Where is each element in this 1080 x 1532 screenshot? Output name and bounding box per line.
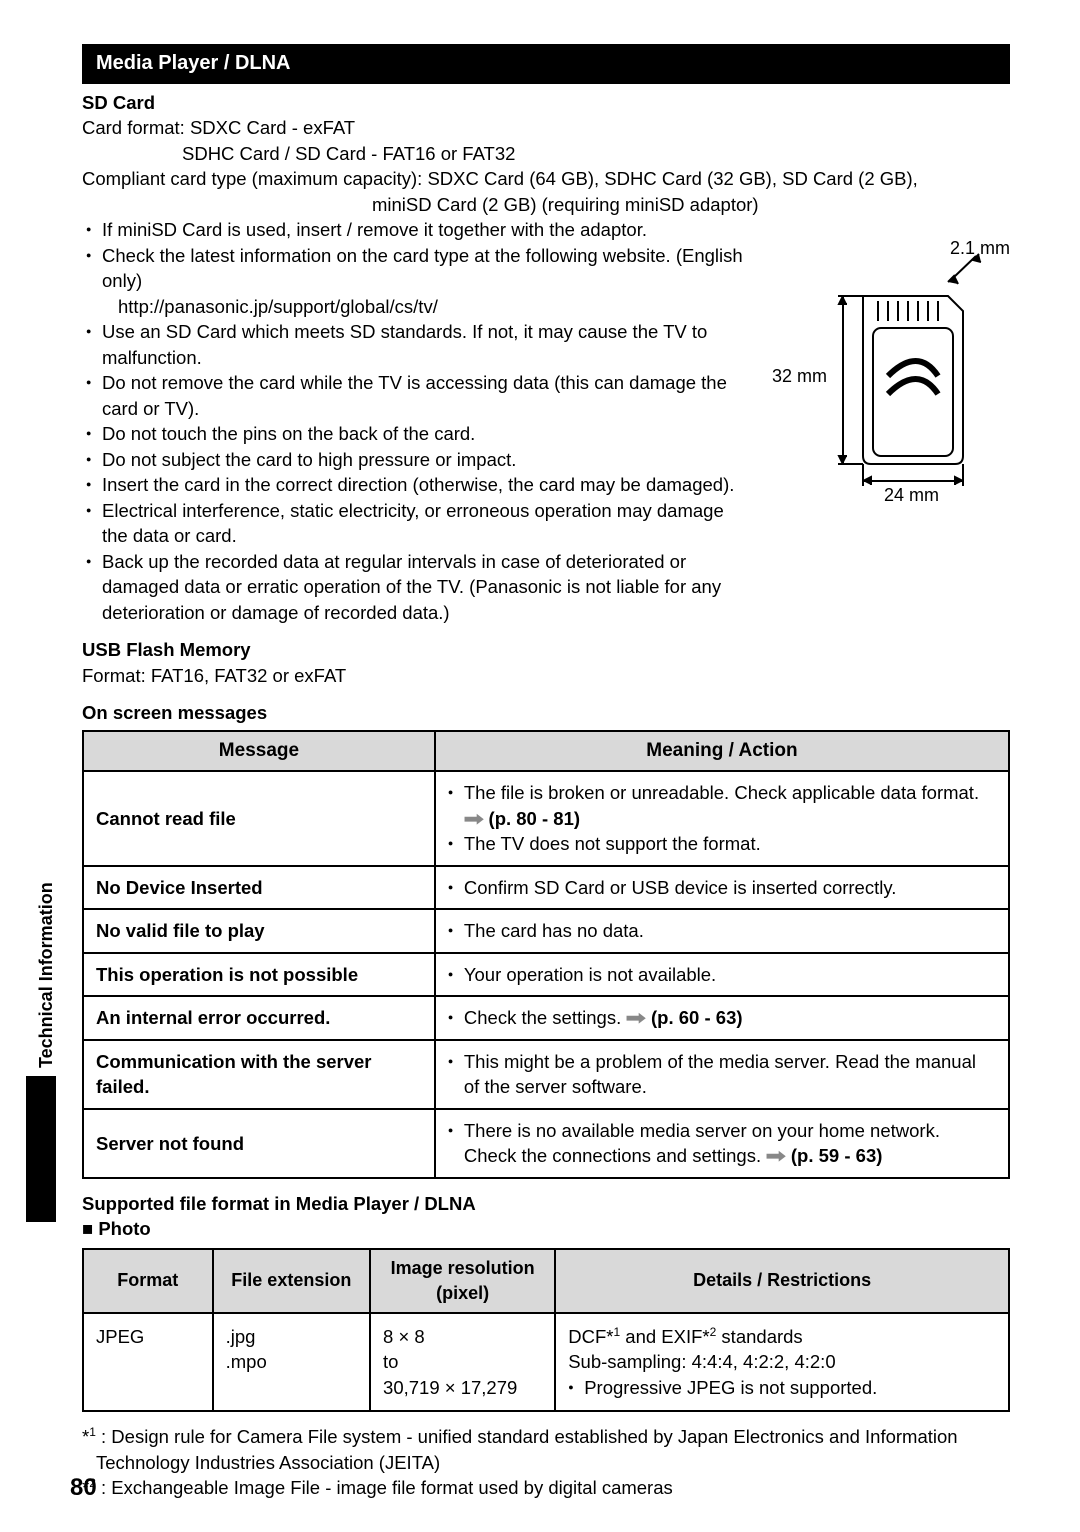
msg-cell: Cannot read file	[83, 771, 435, 866]
side-label: Technical Information	[34, 882, 59, 1068]
usb-title: USB Flash Memory	[82, 637, 1010, 663]
col-details: Details / Restrictions	[555, 1249, 1009, 1313]
msg-cell: This operation is not possible	[83, 953, 435, 997]
table-row: Communication with the server failed. Th…	[83, 1040, 1009, 1109]
bullet-url: http://panasonic.jp/support/global/cs/tv…	[102, 296, 438, 317]
arrow-icon: ➡	[464, 806, 484, 832]
table-row: This operation is not possible Your oper…	[83, 953, 1009, 997]
fmt-format: JPEG	[83, 1313, 213, 1412]
meaning-cell: The card has no data.	[435, 909, 1009, 953]
d1c: standards	[716, 1326, 802, 1347]
messages-title: On screen messages	[82, 700, 1010, 726]
bullet-item: Insert the card in the correct direction…	[86, 472, 752, 498]
meaning-text: The TV does not support the format.	[448, 831, 996, 857]
bullet-item: Do not subject the card to high pressure…	[86, 447, 752, 473]
bullet-item: If miniSD Card is used, insert / remove …	[86, 217, 752, 243]
meaning-text: The file is broken or unreadable. Check …	[464, 782, 979, 803]
bullet-item: Check the latest information on the card…	[86, 243, 752, 320]
meaning-cell: This might be a problem of the media ser…	[435, 1040, 1009, 1109]
col-res-b: (pixel)	[436, 1283, 489, 1303]
arrow-icon: ➡	[626, 1005, 646, 1031]
page-number: 80	[70, 1471, 97, 1504]
d1b: and EXIF*	[620, 1326, 709, 1347]
usb-line: Format: FAT16, FAT32 or exFAT	[82, 663, 1010, 689]
sdcard-line1: Card format: SDXC Card - exFAT	[82, 115, 1010, 141]
bullet-text: Check the latest information on the card…	[102, 245, 743, 292]
dim-height: 32 mm	[772, 364, 827, 389]
res2: to	[383, 1351, 398, 1372]
bullet-item: Do not remove the card while the TV is a…	[86, 370, 752, 421]
footnote1-text: : Design rule for Camera File system - u…	[96, 1426, 958, 1473]
dim-width: 24 mm	[884, 483, 939, 508]
formats-table: Format File extension Image resolution (p…	[82, 1248, 1010, 1412]
msg-cell: No Device Inserted	[83, 866, 435, 910]
sdcard-bullets: If miniSD Card is used, insert / remove …	[82, 217, 752, 625]
meaning-text: Your operation is not available.	[448, 962, 996, 988]
d3: Progressive JPEG is not supported.	[584, 1377, 877, 1398]
page-ref: (p. 60 - 63)	[651, 1007, 743, 1028]
table-row: An internal error occurred. Check the se…	[83, 996, 1009, 1040]
res1: 8 × 8	[383, 1326, 425, 1347]
meaning-text: The card has no data.	[448, 918, 996, 944]
sdcard-title: SD Card	[82, 90, 1010, 116]
fmt-details: DCF*1 and EXIF*2 standards Sub-sampling:…	[555, 1313, 1009, 1412]
meaning-cell: There is no available media server on yo…	[435, 1109, 1009, 1178]
bullet-item: Back up the recorded data at regular int…	[86, 549, 752, 626]
meaning-cell: Your operation is not available.	[435, 953, 1009, 997]
meaning-text: This might be a problem of the media ser…	[448, 1049, 996, 1100]
footnote-2: *2 : Exchangeable Image File - image fil…	[82, 1475, 1010, 1501]
side-tab	[26, 1076, 56, 1222]
sdcard-line4: miniSD Card (2 GB) (requiring miniSD ada…	[82, 192, 1010, 218]
sd-card-diagram: 2.1 mm 32 mm 24 mm	[808, 246, 1008, 506]
res3: 30,719 × 17,279	[383, 1377, 517, 1398]
col-res-a: Image resolution	[391, 1258, 535, 1278]
col-message: Message	[83, 731, 435, 771]
d1a: DCF*	[568, 1326, 613, 1347]
formats-title: Supported file format in Media Player / …	[82, 1191, 1010, 1217]
d2: Sub-sampling: 4:4:4, 4:2:2, 4:2:0	[568, 1351, 835, 1372]
table-row: Server not found There is no available m…	[83, 1109, 1009, 1178]
meaning-cell: Confirm SD Card or USB device is inserte…	[435, 866, 1009, 910]
msg-cell: An internal error occurred.	[83, 996, 435, 1040]
msg-cell: No valid file to play	[83, 909, 435, 953]
col-res: Image resolution (pixel)	[370, 1249, 555, 1313]
bullet-item: Electrical interference, static electric…	[86, 498, 752, 549]
msg-cell: Server not found	[83, 1109, 435, 1178]
meaning-text: Check the settings.	[464, 1007, 626, 1028]
subtitle-text: Photo	[98, 1218, 150, 1239]
msg-cell: Communication with the server failed.	[83, 1040, 435, 1109]
footnote-1: *1 : Design rule for Camera File system …	[82, 1424, 1010, 1475]
page-ref: (p. 80 - 81)	[489, 808, 581, 829]
sdcard-line3: Compliant card type (maximum capacity): …	[82, 166, 1010, 192]
ext2: .mpo	[226, 1351, 267, 1372]
table-row: No valid file to play The card has no da…	[83, 909, 1009, 953]
table-row: Cannot read file The file is broken or u…	[83, 771, 1009, 866]
dim-thickness: 2.1 mm	[950, 236, 1010, 261]
ext1: .jpg	[226, 1326, 256, 1347]
messages-table: Message Meaning / Action Cannot read fil…	[82, 730, 1010, 1179]
page-ref: (p. 59 - 63)	[791, 1145, 883, 1166]
meaning-text: Confirm SD Card or USB device is inserte…	[448, 875, 996, 901]
section-header: Media Player / DLNA	[82, 44, 1010, 84]
fmt-res: 8 × 8 to 30,719 × 17,279	[370, 1313, 555, 1412]
table-row: No Device Inserted Confirm SD Card or US…	[83, 866, 1009, 910]
d3-li: ●Progressive JPEG is not supported.	[568, 1375, 996, 1401]
table-row: JPEG .jpg .mpo 8 × 8 to 30,719 × 17,279 DCF…	[83, 1313, 1009, 1412]
col-ext: File extension	[213, 1249, 370, 1313]
meaning-cell: Check the settings. ➡ (p. 60 - 63)	[435, 996, 1009, 1040]
sdcard-line2: SDHC Card / SD Card - FAT16 or FAT32	[82, 141, 1010, 167]
col-meaning: Meaning / Action	[435, 731, 1009, 771]
arrow-icon: ➡	[766, 1143, 786, 1169]
bullet-item: Use an SD Card which meets SD standards.…	[86, 319, 752, 370]
meaning-cell: The file is broken or unreadable. Check …	[435, 771, 1009, 866]
footnote2-text: : Exchangeable Image File - image file f…	[96, 1478, 673, 1499]
bullet-item: Do not touch the pins on the back of the…	[86, 421, 752, 447]
fmt-ext: .jpg .mpo	[213, 1313, 370, 1412]
col-format: Format	[83, 1249, 213, 1313]
formats-subtitle: ■ Photo	[82, 1216, 1010, 1242]
